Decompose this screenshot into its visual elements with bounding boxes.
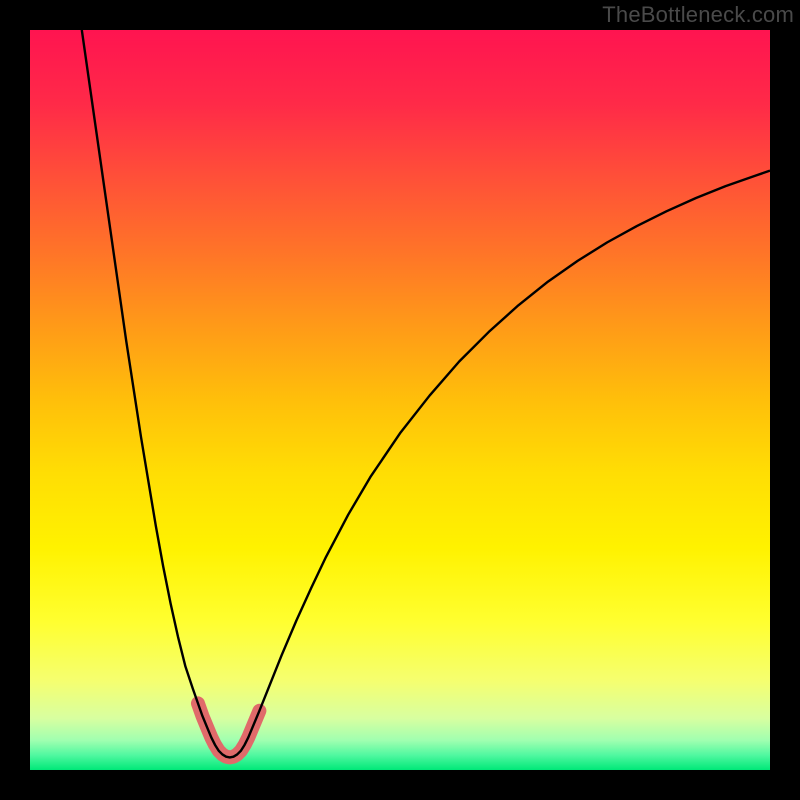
main-curve xyxy=(82,30,770,757)
watermark-text: TheBottleneck.com xyxy=(602,2,794,28)
bottleneck-chart xyxy=(30,30,770,770)
curve-layer xyxy=(30,30,770,770)
